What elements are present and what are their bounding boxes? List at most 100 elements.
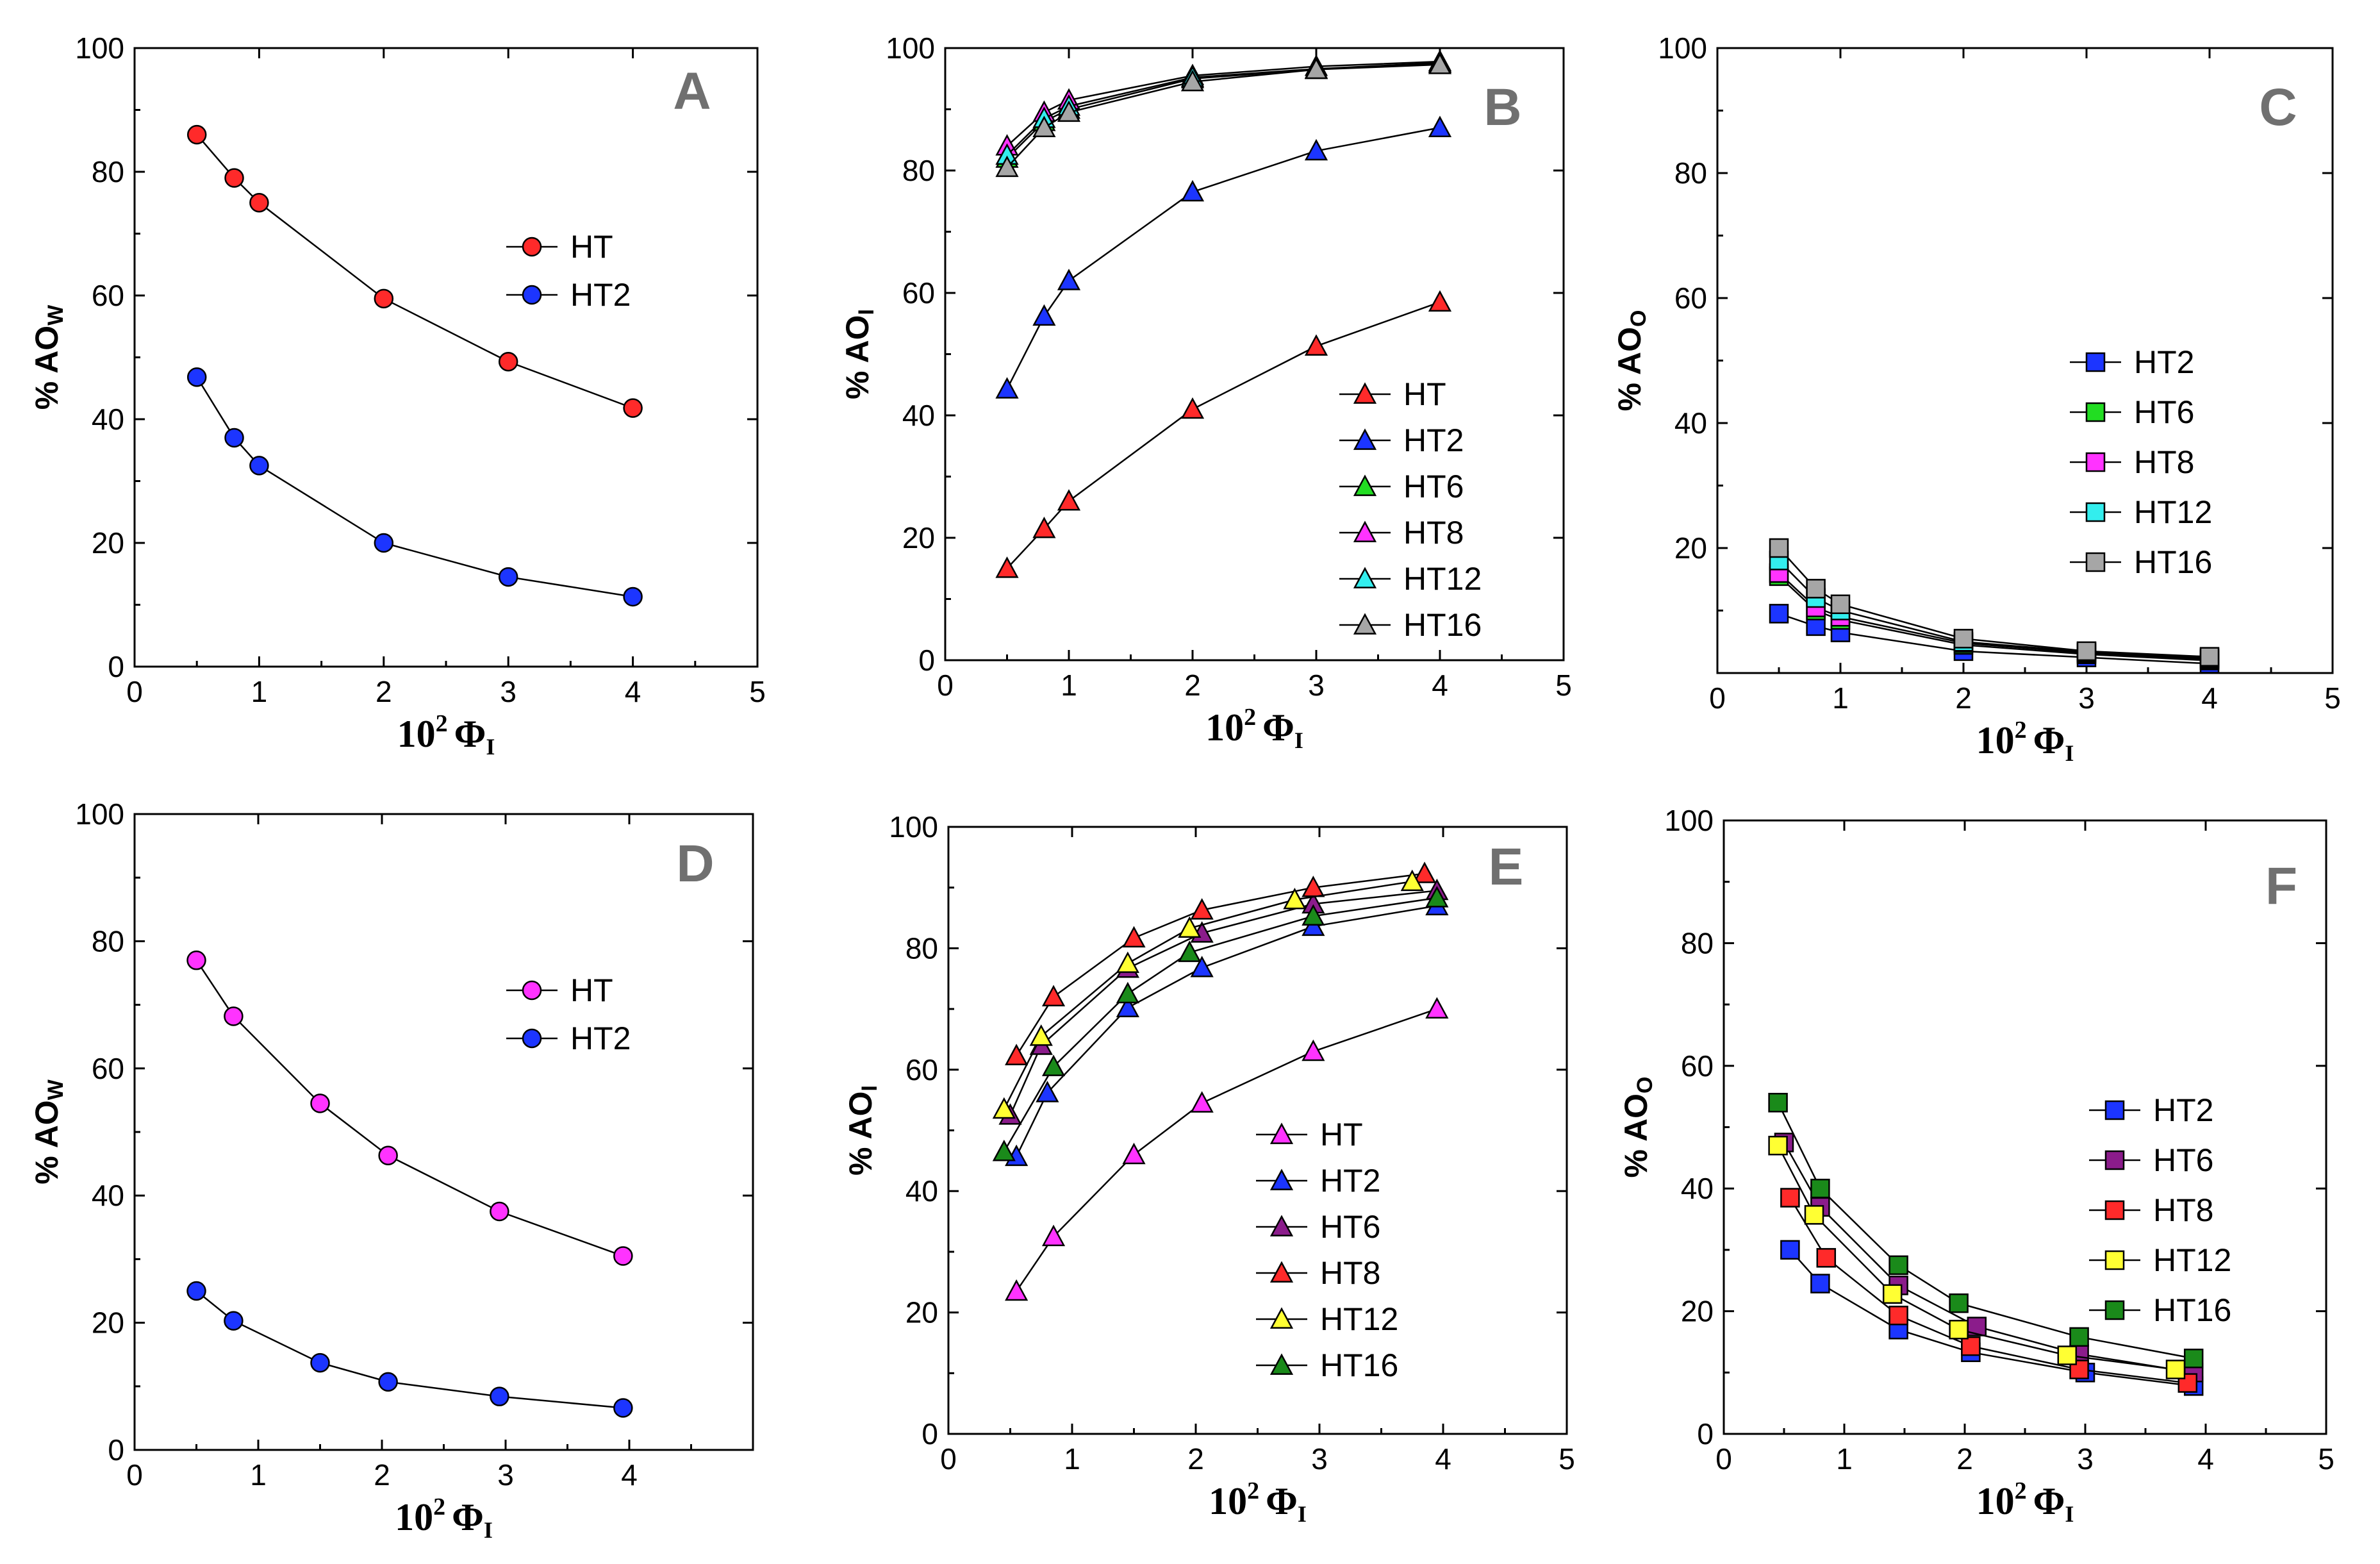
x-tick-label: 1 xyxy=(1061,669,1077,702)
legend-label: HT2 xyxy=(1320,1163,1380,1199)
series-ht16 xyxy=(1769,538,2220,667)
data-point xyxy=(1302,904,1325,926)
data-point xyxy=(2076,641,2097,661)
data-point xyxy=(1304,334,1328,356)
series-ht xyxy=(186,124,643,418)
legend-marker xyxy=(2104,1300,2125,1320)
data-point xyxy=(1302,914,1325,936)
x-tick-label: 5 xyxy=(2318,1442,2335,1476)
y-tick-label: 60 xyxy=(902,276,935,310)
y-tick-label: 0 xyxy=(108,650,124,683)
data-point xyxy=(378,1145,398,1165)
data-point xyxy=(995,377,1019,399)
data-point xyxy=(1036,1081,1059,1102)
y-tick-label: 40 xyxy=(905,1174,938,1208)
data-point xyxy=(1882,1284,1903,1304)
legend-marker xyxy=(522,1028,542,1049)
series-ht8 xyxy=(1780,1188,2198,1393)
data-point xyxy=(1032,115,1056,137)
x-tick-label: 3 xyxy=(2078,681,2095,715)
legend-marker xyxy=(1353,520,1377,542)
x-tick-label: 2 xyxy=(1955,681,1972,715)
legend-marker xyxy=(522,285,542,305)
data-point xyxy=(1830,594,1851,614)
y-tick-label: 40 xyxy=(92,403,124,436)
x-axis-title: 102 ΦI xyxy=(395,1493,493,1543)
legend-label: HT2 xyxy=(2153,1092,2213,1128)
x-tick-label: 3 xyxy=(1311,1442,1328,1476)
data-point xyxy=(1029,1024,1053,1046)
y-tick-label: 100 xyxy=(1664,804,1714,837)
legend: HT HT2 xyxy=(506,972,631,1056)
y-tick-label: 40 xyxy=(92,1179,124,1212)
y-tick-label: 100 xyxy=(886,31,935,65)
x-tick-label: 2 xyxy=(1184,669,1201,702)
data-point xyxy=(1180,397,1205,419)
legend-label: HT xyxy=(1320,1117,1363,1152)
legend-marker xyxy=(1353,474,1377,496)
x-tick-label: 1 xyxy=(1836,1442,1853,1476)
legend-marker xyxy=(2085,502,2106,522)
data-point xyxy=(1428,290,1452,312)
data-point xyxy=(1769,604,1789,624)
data-point xyxy=(374,533,394,553)
data-point xyxy=(1032,304,1056,326)
y-tick-label: 100 xyxy=(1658,31,1707,65)
data-point xyxy=(1810,1178,1830,1199)
data-point xyxy=(1780,1240,1800,1260)
series-ht12 xyxy=(992,869,1424,1119)
legend: HT HT2 HT6 HT8 HT12 HT16 xyxy=(1256,1117,1398,1383)
data-point xyxy=(1283,888,1307,910)
y-tick-label: 60 xyxy=(1681,1049,1714,1083)
legend-label: HT6 xyxy=(1403,469,1464,504)
data-point xyxy=(1961,1336,1981,1356)
data-point xyxy=(310,1352,330,1373)
legend-label: HT16 xyxy=(1320,1347,1398,1383)
panel-letter: B xyxy=(1483,78,1521,137)
legend-label: HT xyxy=(570,229,613,265)
data-point xyxy=(1005,1279,1029,1301)
data-point xyxy=(224,1006,244,1026)
y-tick-label: 0 xyxy=(1697,1417,1714,1451)
data-point xyxy=(1190,1091,1214,1113)
data-point xyxy=(1116,981,1139,1004)
x-tick-label: 1 xyxy=(1832,681,1849,715)
legend-label: HT2 xyxy=(1403,422,1464,458)
data-point xyxy=(1769,538,1789,558)
y-axis-title: % AOW xyxy=(29,304,68,410)
x-axis-title: 102 ΦI xyxy=(1209,1477,1307,1527)
series-line xyxy=(1006,126,1441,390)
y-tick-label: 20 xyxy=(92,1306,124,1340)
data-point xyxy=(613,1246,633,1266)
legend-marker xyxy=(1269,1215,1294,1236)
series-line xyxy=(195,1290,624,1409)
y-tick-label: 20 xyxy=(92,526,124,560)
legend-label: HT12 xyxy=(1320,1301,1398,1337)
legend-label: HT2 xyxy=(570,1020,631,1056)
y-axis-title: % AOW xyxy=(29,1079,68,1185)
data-point xyxy=(2069,1360,2089,1379)
data-point xyxy=(378,1372,398,1392)
data-point xyxy=(1806,579,1826,599)
data-point xyxy=(1400,869,1424,892)
legend-marker xyxy=(2104,1100,2125,1120)
data-point xyxy=(1780,1188,1800,1208)
legend-label: HT2 xyxy=(570,277,631,313)
legend: HT HT2 HT6 HT8 HT12 HT16 xyxy=(1339,376,1482,643)
panel-letter: D xyxy=(676,835,714,893)
series-line xyxy=(1016,872,1425,1056)
series-line xyxy=(1006,301,1441,569)
data-point xyxy=(623,398,643,418)
series-line xyxy=(1003,880,1412,1110)
legend-label: HT6 xyxy=(2134,394,2194,430)
series-line xyxy=(1777,1102,2194,1360)
legend-marker xyxy=(1269,1261,1294,1283)
data-point xyxy=(1005,1044,1029,1065)
y-tick-label: 40 xyxy=(1674,406,1707,440)
data-point xyxy=(186,124,207,145)
series-ht2 xyxy=(186,1281,633,1418)
y-tick-label: 40 xyxy=(1681,1172,1714,1205)
data-point xyxy=(995,556,1019,578)
legend-marker xyxy=(1269,1122,1294,1144)
y-tick-label: 0 xyxy=(108,1433,124,1467)
